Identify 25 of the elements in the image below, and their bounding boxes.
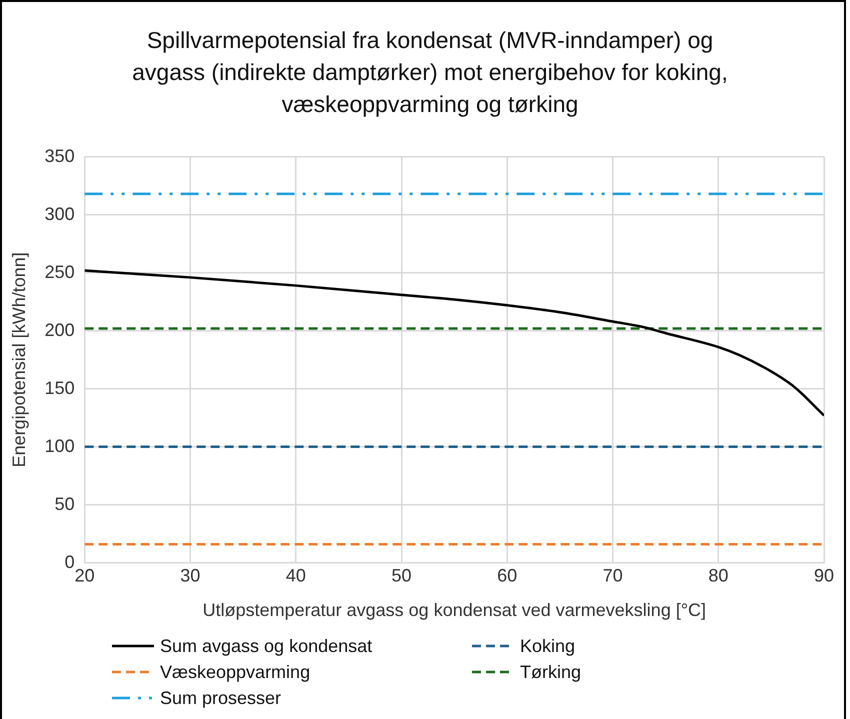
x-tick-label: 20 xyxy=(74,566,95,586)
legend-label: Tørking xyxy=(520,662,582,682)
y-tick-label: 50 xyxy=(54,494,75,514)
y-axis-title: Energipotensial [kWh/tonn] xyxy=(8,252,29,468)
x-tick-label: 70 xyxy=(602,566,623,586)
y-tick-label: 250 xyxy=(44,262,75,282)
y-tick-label: 100 xyxy=(44,436,75,456)
legend-label: Væskeoppvarming xyxy=(160,662,310,682)
y-tick-label: 200 xyxy=(44,320,75,340)
x-tick-label: 80 xyxy=(708,566,728,586)
line-series xyxy=(84,269,824,417)
y-tick-label: 300 xyxy=(44,204,75,224)
x-tick-label: 60 xyxy=(497,566,518,586)
chart-title: Spillvarmepotensial fra kondensat (MVR-inndamper) og avgass (indirekte damptørker) mot energibehov for koking, væskeoppvarming og tørking xyxy=(131,26,729,119)
x-tick-label: 90 xyxy=(814,566,834,586)
x-axis-title: Utløpstemperatur avgass og kondensat ved varmeveksling [°C] xyxy=(202,600,706,620)
y-tick-label: 350 xyxy=(44,146,75,166)
x-tick-label: 40 xyxy=(286,566,306,586)
legend-label: Koking xyxy=(520,636,576,656)
legend-label: Sum prosesser xyxy=(160,688,282,708)
legend-label: Sum avgass og kondensat xyxy=(160,636,372,656)
y-tick-label: 150 xyxy=(44,378,75,398)
x-tick-label: 50 xyxy=(391,566,412,586)
x-tick-label: 30 xyxy=(180,566,200,586)
y-tick-label: 0 xyxy=(64,552,75,572)
